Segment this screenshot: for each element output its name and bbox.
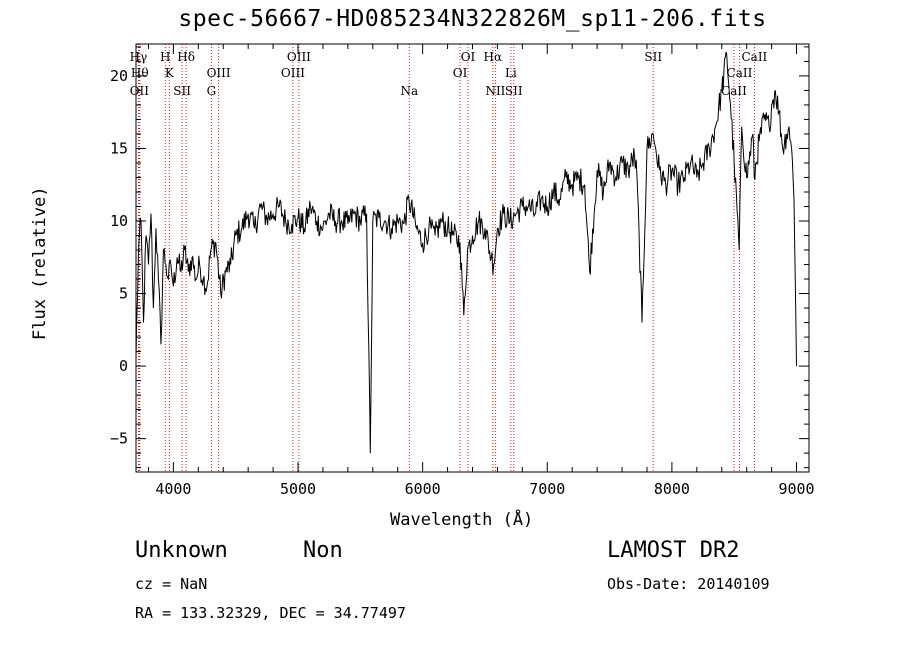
spectral-line-label: G — [207, 84, 217, 98]
coordinates-text: RA = 133.32329, DEC = 34.77497 — [135, 604, 406, 622]
y-tick-label: 5 — [119, 285, 128, 303]
spectral-line-label: OII — [130, 84, 150, 98]
spectral-line-label: NII — [485, 84, 505, 98]
x-tick-label: 7000 — [529, 480, 565, 498]
x-axis-label: Wavelength (Å) — [390, 510, 534, 530]
spectral-line-label: OIII — [281, 66, 305, 80]
y-tick-label: −5 — [110, 430, 128, 448]
chart-title: spec-56667-HD085234N322826M_sp11-206.fit… — [178, 6, 767, 32]
x-tick-label: 5000 — [280, 480, 316, 498]
spectral-line-label: SII — [173, 84, 191, 98]
plot-frame — [135, 43, 810, 473]
spectral-line-label: Na — [400, 84, 418, 98]
x-tick-label: 4000 — [155, 480, 191, 498]
redshift-text: cz = NaN — [135, 575, 208, 593]
spectral-line-label: Li — [505, 66, 517, 80]
x-tick-label: 9000 — [778, 480, 814, 498]
x-tick-label: 6000 — [405, 480, 441, 498]
y-axis-label: Flux (relative) — [30, 186, 50, 340]
spectral-line-label: SII — [644, 50, 662, 64]
spectral-line-label: H — [160, 50, 170, 64]
spectral-line-label: Hδ — [177, 50, 195, 64]
spectral-line-label: OI — [453, 66, 468, 80]
spectral-line-label: K — [165, 66, 175, 80]
y-tick-label: 20 — [110, 67, 128, 85]
spectral-line-label: Hα — [484, 50, 503, 64]
spectral-line-label: OIII — [207, 66, 231, 80]
survey-name: LAMOST DR2 — [607, 538, 740, 563]
spectral-line-label: OIII — [287, 50, 311, 64]
spectral-line-label: CaII — [727, 66, 753, 80]
spectral-line-label: CaII — [741, 50, 767, 64]
object-subclass: Non — [303, 538, 343, 563]
spectral-line-label: SII — [505, 84, 523, 98]
y-tick-label: 0 — [119, 357, 128, 375]
spectral-line-label: Hθ — [131, 66, 149, 80]
y-tick-label: 15 — [110, 139, 128, 157]
spectrum-series-line — [136, 51, 797, 454]
spectral-line-label: Hγ — [130, 50, 148, 64]
object-class: Unknown — [135, 538, 228, 563]
spectral-line-label: CaII — [721, 84, 747, 98]
observation-date: Obs-Date: 20140109 — [607, 575, 770, 593]
y-tick-label: 10 — [110, 212, 128, 230]
x-tick-label: 8000 — [654, 480, 690, 498]
spectral-line-label: OI — [461, 50, 476, 64]
